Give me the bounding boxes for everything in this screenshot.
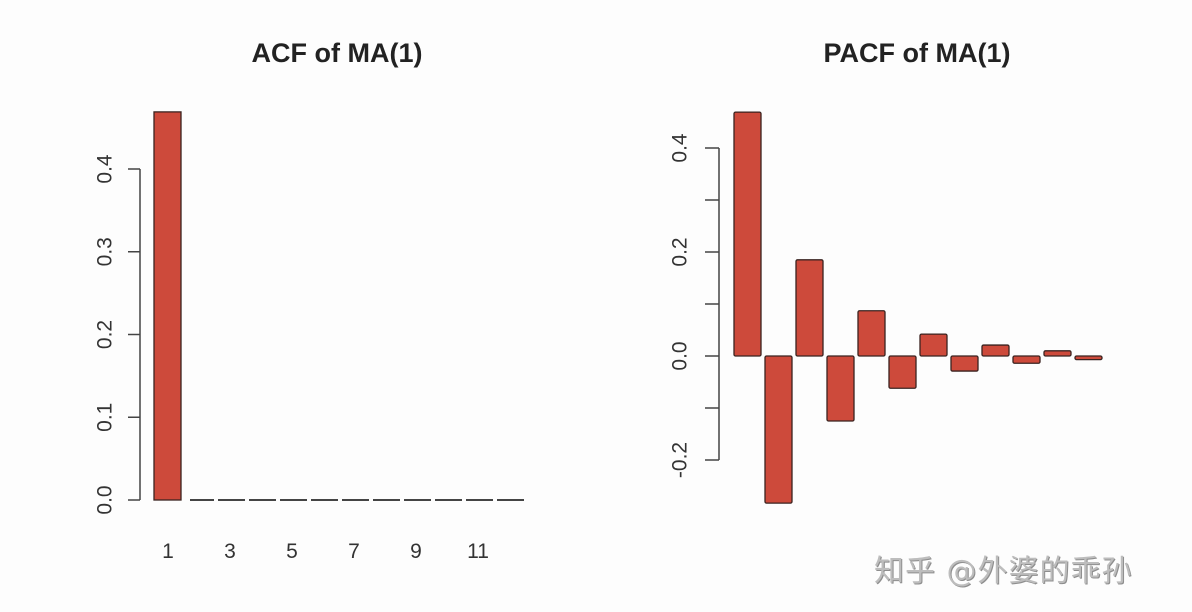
- y-tick-label: -0.2: [669, 442, 692, 478]
- y-tick-label: 0.0: [94, 485, 117, 514]
- y-tick-label: 0.3: [94, 237, 117, 266]
- pacf-bar: [764, 355, 793, 504]
- x-tick-label: 9: [410, 540, 422, 563]
- x-tick-label: 1: [162, 540, 174, 563]
- y-tick-label: 0.4: [94, 154, 117, 184]
- pacf-bar: [1043, 350, 1072, 357]
- x-tick-label: 3: [224, 540, 236, 563]
- x-tick-label: 5: [286, 540, 298, 563]
- pacf-bar: [888, 355, 917, 389]
- y-tick-label: 0.1: [94, 403, 117, 432]
- pacf-bar: [795, 259, 824, 357]
- pacf-bar: [950, 355, 979, 372]
- y-tick-label: 0.0: [669, 341, 692, 370]
- y-tick-label: 0.2: [669, 237, 692, 266]
- y-tick-label: 0.2: [94, 320, 117, 349]
- x-tick-label: 11: [467, 540, 489, 563]
- x-tick-label: 7: [348, 540, 360, 563]
- pacf-bar: [733, 111, 762, 357]
- pacf-chart-title: PACF of MA(1): [823, 38, 1011, 68]
- pacf-bar: [981, 344, 1010, 357]
- pacf-bar: [1012, 355, 1041, 364]
- pacf-bar: [826, 355, 855, 422]
- acf-chart-title: ACF of MA(1): [251, 38, 423, 68]
- y-tick-label: 0.4: [669, 133, 692, 163]
- acf-bar: [153, 111, 182, 501]
- pacf-bar: [1074, 355, 1103, 361]
- pacf-bar: [857, 310, 886, 357]
- pacf-bar: [919, 333, 948, 357]
- watermark: 知乎 @外婆的乖孙: [874, 554, 1133, 589]
